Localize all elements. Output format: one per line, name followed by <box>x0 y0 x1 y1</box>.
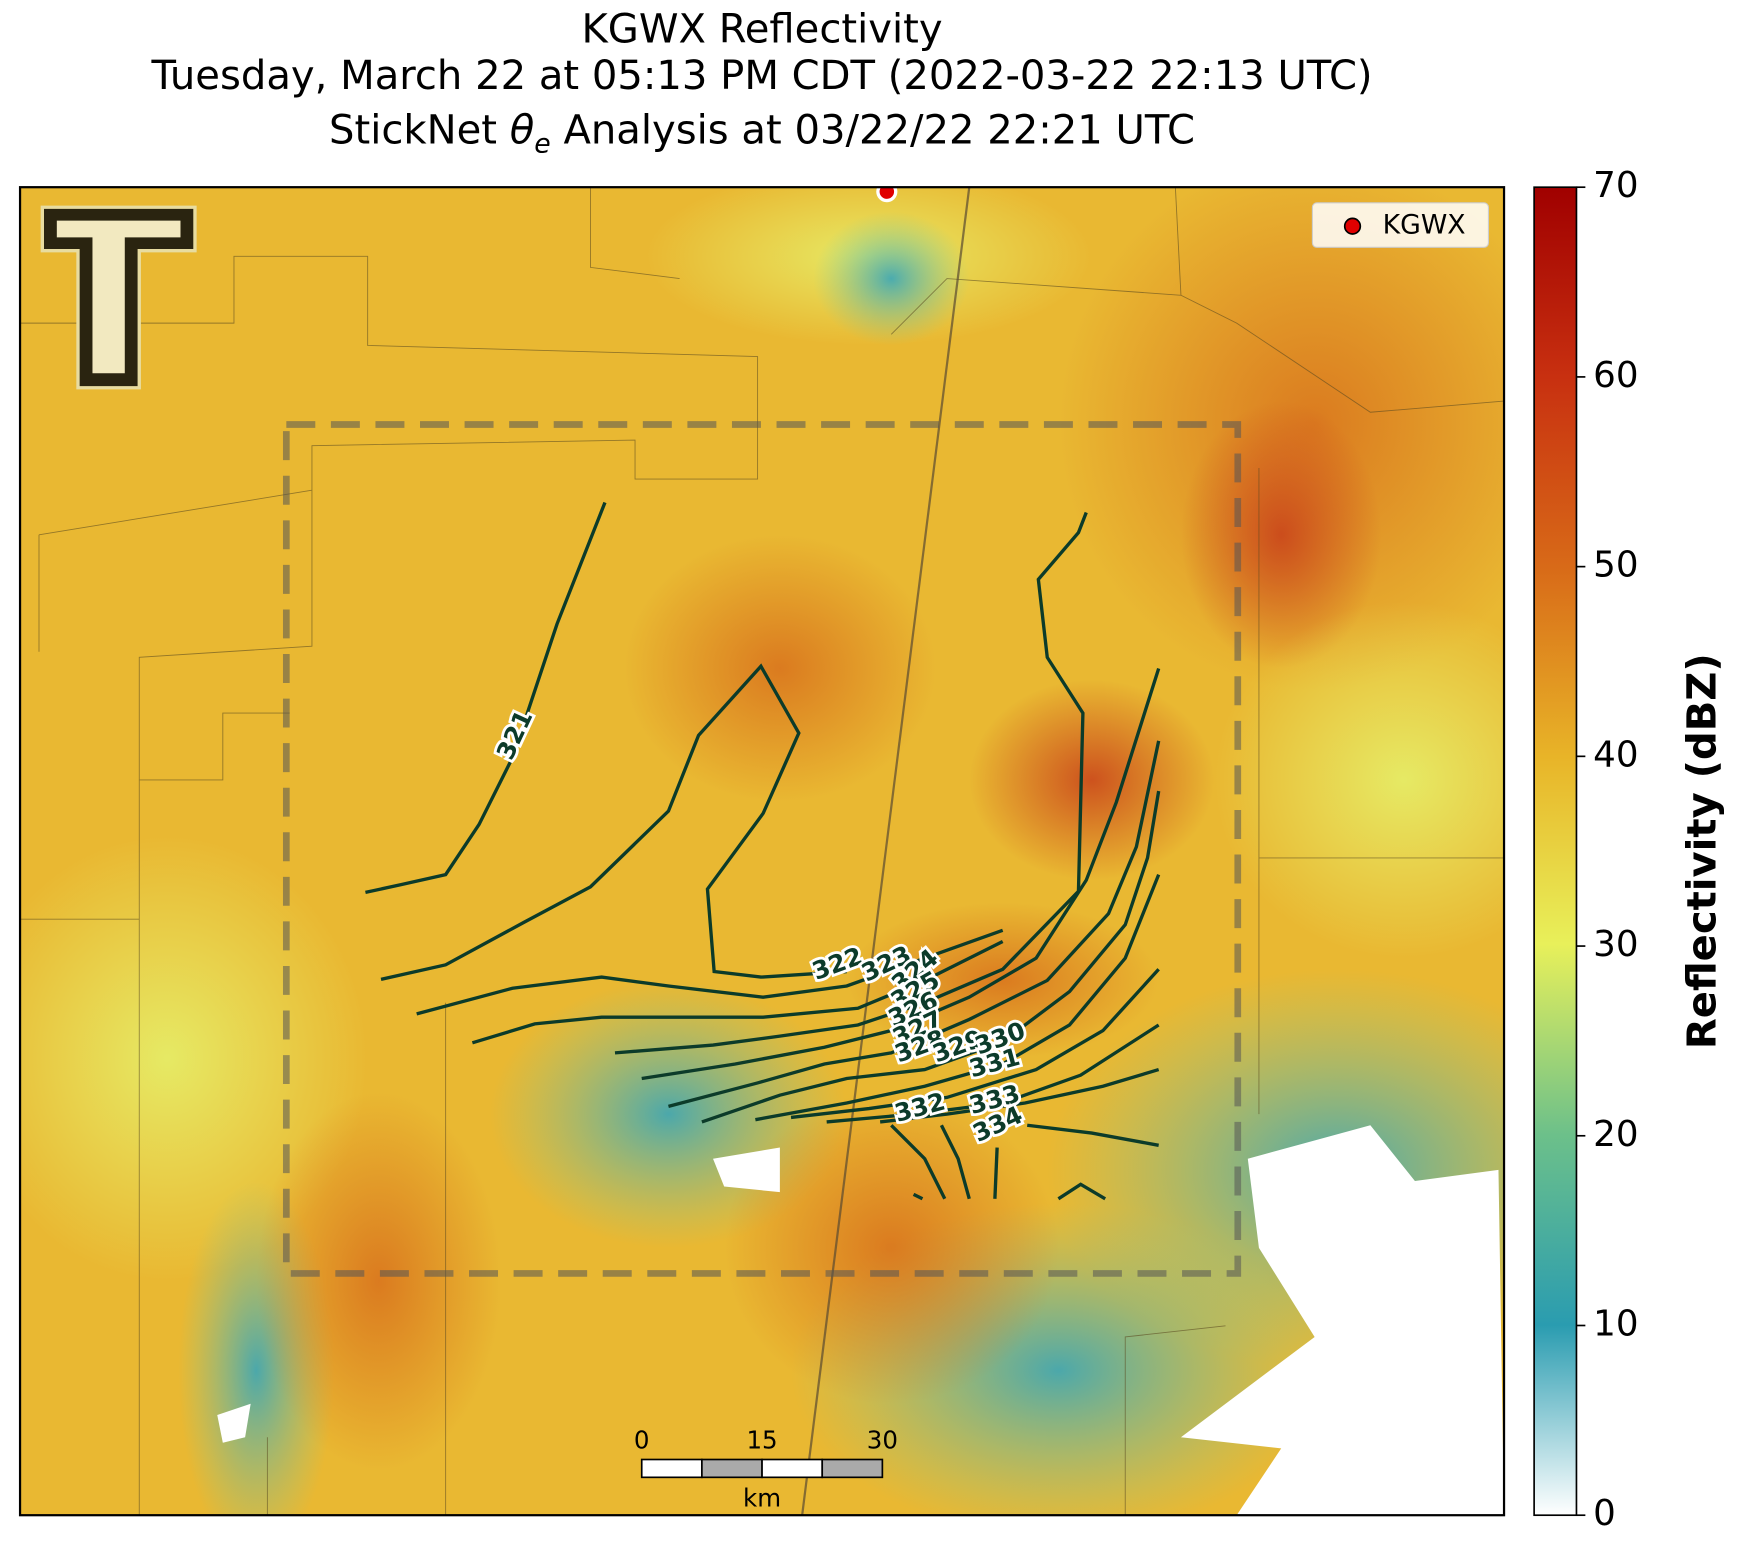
legend-label: KGWX <box>1383 210 1466 241</box>
colorbar-tick-label: 60 <box>1593 355 1638 396</box>
colorbar-label: Reflectivity (dBZ) <box>1680 653 1726 1049</box>
title-line-2: Tuesday, March 22 at 05:13 PM CDT (2022-… <box>151 53 1373 99</box>
colorbar-tick-label: 20 <box>1593 1114 1638 1155</box>
title-subscript: e <box>534 129 550 160</box>
colorbar: Reflectivity (dBZ) 0 10 20 30 40 50 60 70 <box>1533 165 1726 1534</box>
colorbar-tick-label: 40 <box>1593 734 1638 775</box>
scale-tick-label: 30 <box>867 1426 898 1455</box>
title-prefix: StickNet <box>329 108 497 154</box>
radar-site-marker <box>876 187 898 203</box>
title-line-3: StickNet θe Analysis at 03/22/22 22:21 U… <box>329 108 1195 160</box>
scale-bar: 0 15 30 km <box>634 1426 898 1513</box>
title-symbol: θ <box>510 108 535 154</box>
title-suffix: Analysis at 03/22/22 22:21 UTC <box>563 108 1195 154</box>
colorbar-tick-label: 0 <box>1593 1493 1616 1534</box>
legend: KGWX <box>1311 202 1489 248</box>
colorbar-tick-label: 30 <box>1593 924 1638 965</box>
scale-unit: km <box>743 1484 781 1513</box>
scale-tick-label: 15 <box>746 1426 777 1455</box>
logo <box>40 205 197 390</box>
colorbar-tick-label: 10 <box>1593 1303 1638 1344</box>
colorbar-ramp <box>1533 186 1578 1517</box>
colorbar-tick-label: 50 <box>1593 545 1638 586</box>
colorbar-tick-label: 70 <box>1593 165 1638 206</box>
scale-tick-label: 0 <box>634 1426 650 1455</box>
theta-e-contours <box>365 501 1161 1201</box>
title-line-1: KGWX Reflectivity <box>581 6 942 52</box>
